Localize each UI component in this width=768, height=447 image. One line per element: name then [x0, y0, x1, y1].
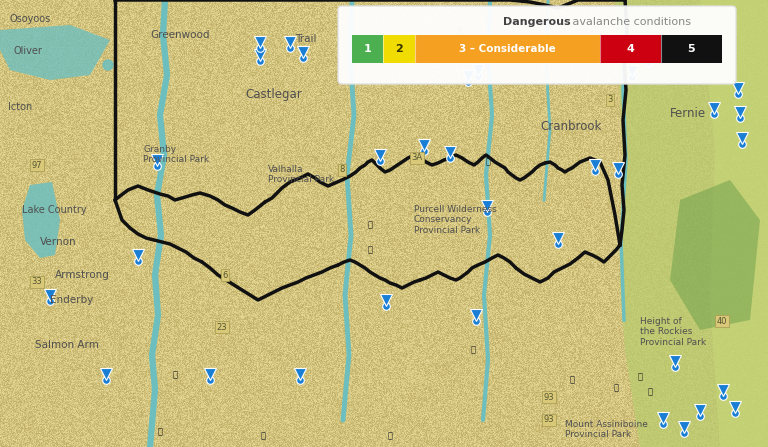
- Bar: [661, 35, 722, 63]
- Text: 3: 3: [607, 96, 613, 105]
- Text: ⛷: ⛷: [388, 431, 392, 440]
- Text: 2: 2: [396, 44, 403, 54]
- Polygon shape: [22, 182, 60, 258]
- Polygon shape: [670, 180, 760, 330]
- Text: 23: 23: [217, 322, 227, 332]
- Text: ⛷: ⛷: [368, 245, 372, 254]
- Text: 1: 1: [364, 44, 372, 54]
- Text: 8: 8: [339, 165, 345, 174]
- Text: ⛷: ⛷: [368, 220, 372, 229]
- Bar: [383, 35, 415, 63]
- Bar: [415, 35, 600, 63]
- Text: ⛷: ⛷: [570, 375, 574, 384]
- Text: Fernie: Fernie: [670, 107, 706, 120]
- Text: Enderby: Enderby: [50, 295, 93, 305]
- Text: ⛷: ⛷: [471, 346, 475, 354]
- Text: Lake Country: Lake Country: [22, 205, 87, 215]
- Text: 3A: 3A: [412, 153, 422, 163]
- Text: Mount Assiniboine
Provincial Park: Mount Assiniboine Provincial Park: [565, 420, 648, 439]
- Text: Vernon: Vernon: [40, 237, 77, 247]
- Text: Trail: Trail: [295, 34, 316, 44]
- Text: 40: 40: [717, 316, 727, 325]
- Text: Height of
the Rockies
Provincial Park: Height of the Rockies Provincial Park: [640, 317, 706, 347]
- Text: Cranbrook: Cranbrook: [540, 120, 601, 133]
- Polygon shape: [700, 0, 768, 447]
- Text: ⛷: ⛷: [614, 384, 618, 392]
- Text: 6: 6: [222, 270, 227, 279]
- Text: ⛷: ⛷: [637, 372, 643, 381]
- Text: 33: 33: [31, 278, 42, 287]
- Text: Valhalla
Provincial Park: Valhalla Provincial Park: [268, 165, 334, 185]
- Text: ⛷: ⛷: [260, 431, 266, 440]
- Text: Icton: Icton: [8, 102, 32, 112]
- Text: ⛷: ⛷: [173, 371, 177, 380]
- Text: 93: 93: [544, 392, 554, 401]
- Text: ⛷: ⛷: [647, 388, 653, 396]
- Text: Greenwood: Greenwood: [150, 30, 210, 40]
- Text: ⛷: ⛷: [157, 427, 163, 437]
- Text: 93: 93: [544, 416, 554, 425]
- Bar: [600, 35, 661, 63]
- Polygon shape: [615, 0, 768, 447]
- FancyBboxPatch shape: [338, 6, 736, 84]
- Text: Dangerous: Dangerous: [503, 17, 571, 27]
- Text: ⛷: ⛷: [485, 157, 491, 166]
- Circle shape: [103, 60, 113, 70]
- Polygon shape: [0, 25, 110, 80]
- Text: 97: 97: [31, 160, 42, 169]
- Text: Granby
Provincial Park: Granby Provincial Park: [143, 145, 209, 164]
- Bar: [352, 35, 383, 63]
- Text: avalanche conditions: avalanche conditions: [569, 17, 691, 27]
- Text: Armstrong: Armstrong: [55, 270, 110, 280]
- Text: Osoyoos: Osoyoos: [10, 14, 51, 24]
- Text: 4: 4: [627, 44, 634, 54]
- Text: Oliver: Oliver: [13, 46, 42, 56]
- Text: Salmon Arm: Salmon Arm: [35, 340, 99, 350]
- Text: Purcell Wilderness
Conservancy
Provincial Park: Purcell Wilderness Conservancy Provincia…: [414, 205, 497, 235]
- Text: 3: 3: [455, 26, 461, 35]
- Text: Castlegar: Castlegar: [245, 88, 302, 101]
- Text: 5: 5: [687, 44, 695, 54]
- Text: 3 – Considerable: 3 – Considerable: [459, 44, 556, 54]
